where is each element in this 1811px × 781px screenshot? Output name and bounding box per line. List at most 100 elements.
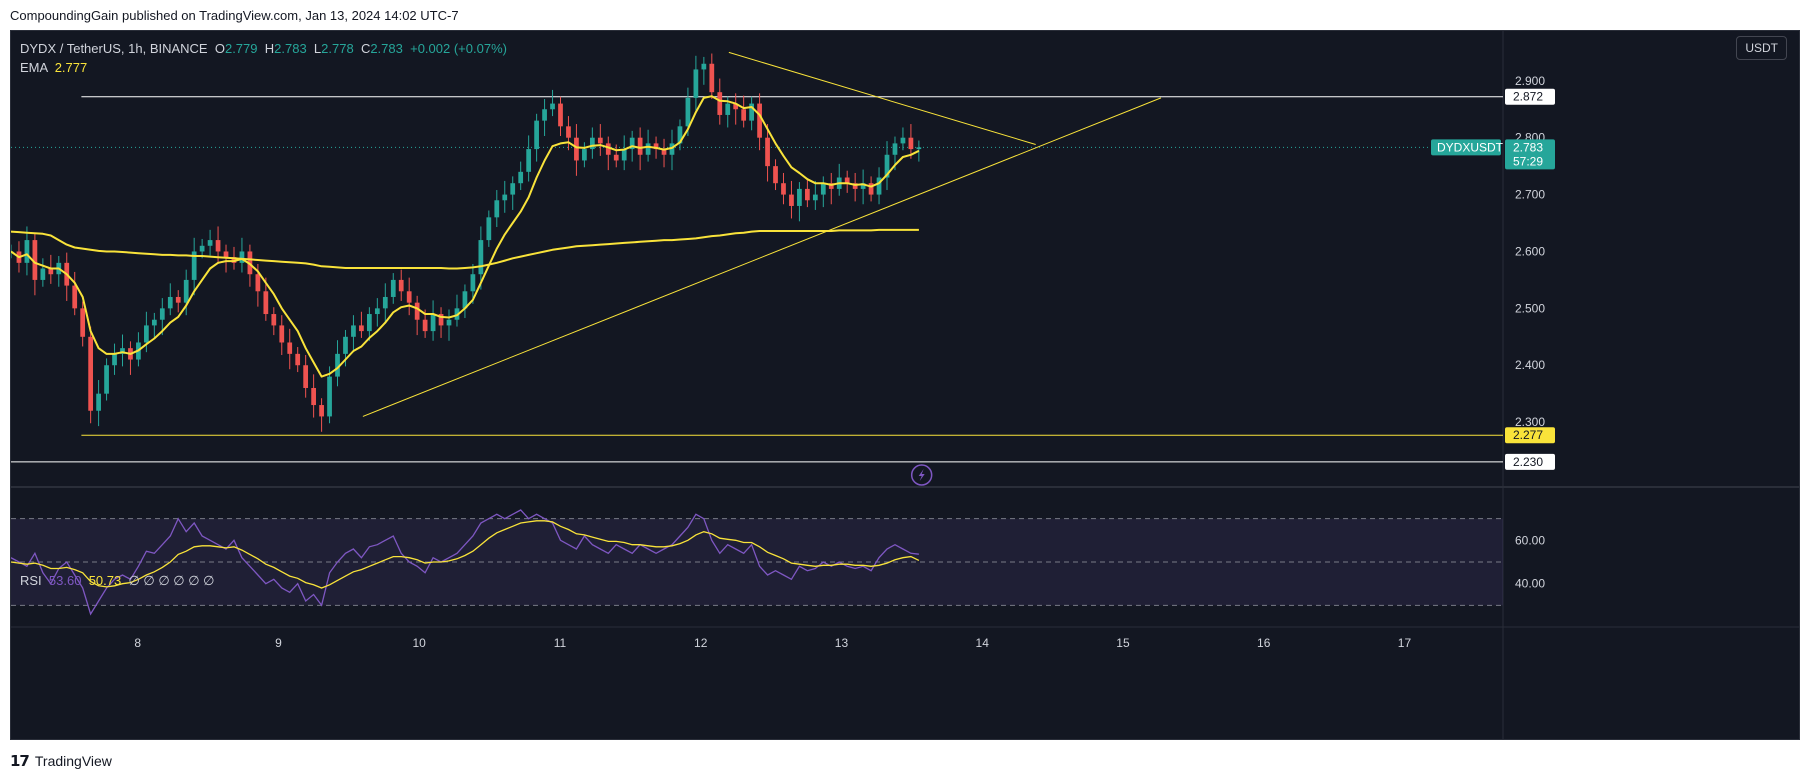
level-tag-bg: [1505, 453, 1555, 470]
rsi-legend: RSI 53.60 50.73 ∅ ∅ ∅ ∅ ∅ ∅: [20, 573, 214, 589]
candle-body: [406, 291, 412, 303]
candle-body: [653, 143, 659, 150]
footer: 𝟭𝟳 TradingView: [10, 752, 112, 770]
candle-body: [183, 279, 189, 303]
price-tick-label: 2.900: [1515, 74, 1545, 88]
candle-body: [916, 147, 922, 150]
candle-body: [231, 257, 237, 263]
candle-body: [805, 188, 810, 201]
chart-canvas[interactable]: 2.3002.4002.5002.6002.7002.8002.90060.00…: [11, 31, 1799, 739]
candle-body: [255, 274, 261, 292]
legend-low-label: L: [313, 41, 322, 56]
candle-body: [494, 200, 500, 218]
candle-body: [191, 251, 197, 280]
candle-body: [566, 126, 571, 138]
ema-fast-line: [11, 95, 920, 378]
candle-body: [693, 69, 699, 98]
legend-close: 2.783: [370, 41, 403, 56]
legend-ema-label: EMA: [20, 60, 48, 75]
rsi-signal-line: [11, 520, 920, 589]
candle-body: [327, 376, 332, 417]
level-tag-text: 2.872: [1513, 90, 1543, 104]
candle-body: [104, 365, 109, 394]
candle-body: [797, 188, 802, 206]
candle-body: [645, 143, 651, 155]
legend-high: 2.783: [274, 41, 307, 56]
candle-body: [215, 240, 221, 252]
price-tick-label: 2.300: [1515, 415, 1545, 429]
candle-body: [733, 103, 739, 110]
candle-body: [900, 137, 906, 144]
candle-body: [430, 314, 436, 332]
candle-body: [446, 319, 452, 326]
rsi-band: [11, 518, 1503, 606]
candle-body: [167, 296, 173, 309]
candle-body: [88, 336, 94, 411]
candle-body: [773, 166, 778, 184]
candle-body: [765, 137, 770, 167]
trendline-1: [728, 51, 1036, 146]
ema-slow-line: [11, 228, 919, 270]
candle-body: [414, 302, 420, 320]
candle-body: [741, 109, 747, 121]
candle-body: [40, 268, 46, 280]
candle-body: [223, 251, 229, 258]
legend-low: 2.778: [321, 41, 354, 56]
candle-body: [717, 92, 723, 115]
time-tick-label: 14: [976, 636, 990, 650]
candle-body: [574, 137, 579, 161]
price-tick-label: 2.500: [1515, 301, 1545, 315]
legend-change: +0.002 (+0.07%): [410, 41, 507, 56]
candle-body: [884, 154, 890, 178]
candle-body: [32, 240, 38, 280]
time-tick-label: 13: [835, 636, 849, 650]
lightning-bolt-icon: [918, 469, 925, 481]
candle-body: [175, 296, 181, 303]
candle-body: [701, 63, 707, 70]
candle-body: [534, 120, 539, 150]
legend-symbol: DYDX / TetherUS, 1h, BINANCE: [20, 41, 208, 56]
candle-body: [685, 97, 691, 127]
level-tag-bg: [1505, 88, 1555, 105]
candle-body: [486, 217, 492, 241]
candle-body: [390, 279, 396, 297]
level-tag-text: 2.230: [1513, 455, 1543, 469]
candle-body: [661, 149, 667, 155]
candle-body: [287, 342, 293, 354]
time-tick-label: 12: [694, 636, 708, 650]
candle-body: [319, 405, 324, 417]
candle-body: [199, 245, 205, 252]
candle-body: [159, 308, 165, 320]
candle-body: [860, 183, 866, 189]
time-tick-label: 15: [1116, 636, 1130, 650]
time-tick-label: 16: [1257, 636, 1271, 650]
time-tick-label: 10: [413, 636, 427, 650]
candle-body: [518, 171, 524, 184]
candle-body: [96, 393, 101, 411]
candle-body: [868, 183, 874, 195]
candle-body: [820, 183, 826, 195]
rsi-line: [11, 509, 919, 616]
rsi-value: 53.60: [48, 573, 82, 588]
candle-body: [295, 353, 301, 366]
legend-open-label: O: [214, 41, 225, 56]
publish-info: CompoundingGain published on TradingView…: [10, 8, 459, 23]
chart-frame[interactable]: 2.300 2.400 2.500 2.600 2.700 2.800 2.900 60.00…: [10, 30, 1800, 740]
candle-body: [120, 348, 125, 354]
symbol-tag-bg: [1431, 139, 1501, 156]
rsi-tick-label: 40.00: [1515, 577, 1545, 591]
candle-body: [908, 137, 914, 150]
candle-body: [597, 137, 603, 144]
candle-body: [542, 109, 547, 121]
candle-body: [637, 137, 643, 155]
candle-body: [311, 387, 316, 406]
time-tick-label: 8: [134, 636, 141, 650]
candle-body: [757, 103, 762, 138]
candle-body: [613, 154, 619, 161]
currency-unit-button[interactable]: USDT: [1736, 36, 1787, 60]
legend-open: 2.779: [224, 41, 258, 56]
candle-body: [558, 103, 563, 127]
candle-body: [478, 240, 484, 275]
chart-legend: DYDX / TetherUS, 1h, BINANCE O2.779 H2.7…: [20, 39, 507, 77]
price-tick-label: 2.700: [1515, 188, 1545, 202]
